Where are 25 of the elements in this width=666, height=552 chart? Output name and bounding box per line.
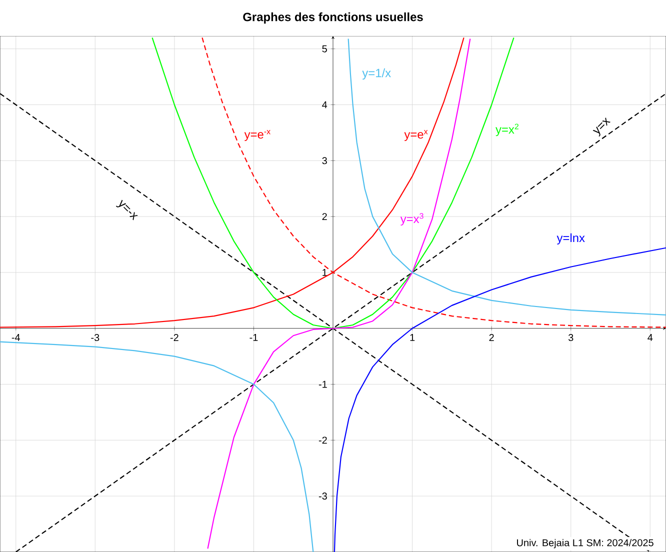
series-label: y=x$^{3}$: [400, 213, 424, 226]
x-tick-label: 1: [410, 334, 415, 341]
text: y=x: [592, 117, 611, 137]
series-label: y=1/x: [362, 68, 391, 80]
x-tick-label: -2: [170, 334, 178, 341]
chart-title: Graphes des fonctions usuelles: [243, 12, 423, 24]
y-tick-label: 4: [322, 101, 328, 108]
x-tick-label: -3: [91, 334, 100, 342]
series-label: y=e$^{-x}$: [244, 130, 270, 142]
series-label: y=lnx: [556, 233, 585, 244]
annotation: Univ. Bejaia L1 SM: 2024/2025: [517, 538, 654, 548]
y-tick-label: 5: [322, 45, 327, 52]
x-tick-label: 3: [568, 334, 574, 342]
y-tick-label: 2: [322, 213, 327, 220]
x-tick-label: 4: [648, 334, 653, 341]
x-tick-label: 2: [489, 334, 494, 341]
series-label: y=x$^{2}$: [496, 124, 518, 136]
y-tick-label: 3: [322, 157, 327, 164]
x-tick-label: -1: [250, 334, 258, 341]
series-label: y=e$^{x}$: [404, 130, 428, 142]
y-tick-label: 1: [322, 269, 327, 276]
x-tick-label: -4: [12, 334, 20, 341]
y-tick-label: -2: [318, 436, 327, 444]
y-tick-label: -3: [318, 492, 327, 500]
y-tick-label: -1: [318, 380, 327, 388]
